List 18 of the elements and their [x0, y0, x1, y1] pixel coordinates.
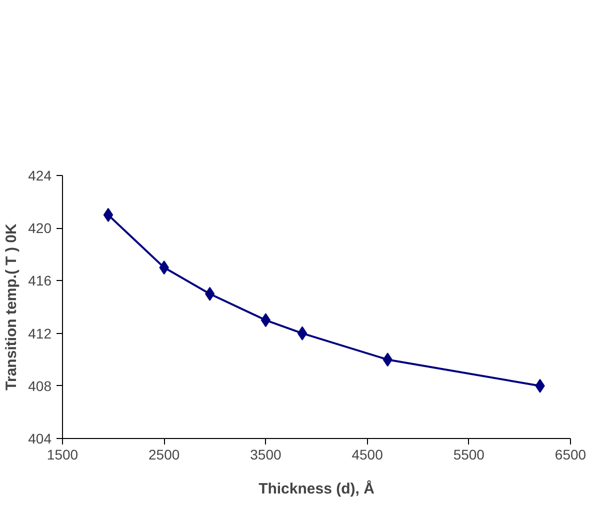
y-tick-label: 412 [28, 325, 52, 342]
y-tick-label: 424 [28, 168, 52, 184]
y-tick-label: 420 [28, 220, 52, 236]
point [297, 326, 308, 340]
x-tick-label: 5500 [453, 446, 485, 462]
x-tick-label: 6500 [554, 446, 586, 462]
y-tick-label: 416 [28, 272, 52, 289]
x-tick-label: 4500 [352, 446, 384, 462]
point [103, 208, 114, 222]
x-tick-label: 1500 [46, 446, 78, 462]
x-tick-label: 3500 [250, 446, 282, 462]
y-tick-label: 404 [28, 430, 52, 446]
y-axis-title: Transition temp.( T ) 0K [3, 223, 20, 390]
y-tick-label: 408 [28, 378, 52, 394]
x-axis-title: Thickness (d), Å [258, 480, 375, 498]
point [260, 313, 271, 328]
x-tick-label: 2500 [148, 446, 180, 462]
point [204, 286, 215, 301]
